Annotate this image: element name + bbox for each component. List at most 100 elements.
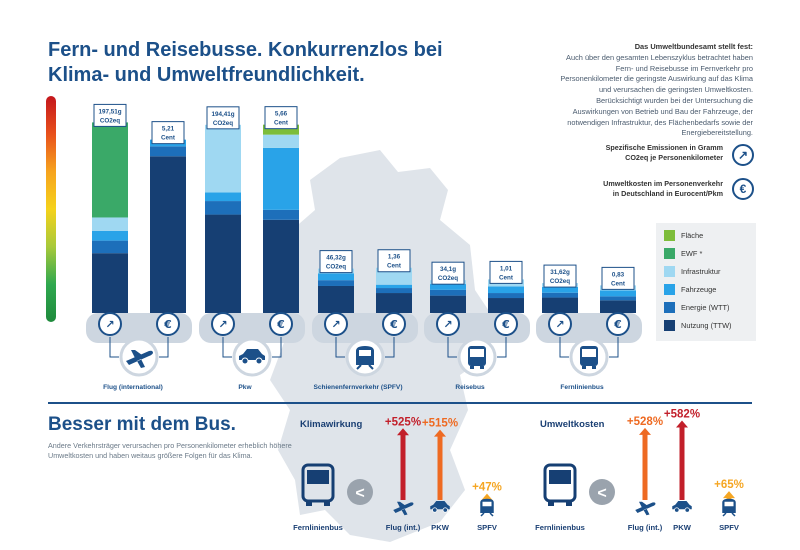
car-wheel <box>684 507 690 513</box>
car-body <box>430 501 450 510</box>
car-wheel <box>674 507 680 513</box>
group-label: Flug (international) <box>103 384 163 391</box>
train-rails <box>480 512 494 517</box>
data-label: 5,21 <box>162 126 175 133</box>
bar-segment <box>205 214 241 313</box>
bar-segment <box>542 292 578 298</box>
euro-icon <box>156 312 180 336</box>
trend-up-glyph: ↗ <box>331 318 340 331</box>
bar <box>437 435 443 500</box>
connector-line <box>335 337 395 358</box>
bar-segment <box>92 253 128 313</box>
connector-line <box>109 337 169 358</box>
train-window <box>359 350 371 356</box>
bar-segment <box>488 298 524 313</box>
category-label: Flug (int.) <box>628 523 663 532</box>
bar-segment <box>205 192 241 202</box>
bar-arrowhead <box>397 428 409 436</box>
data-label: 31,62g <box>550 269 570 276</box>
data-label-unit: Cent <box>161 135 176 142</box>
category-label: SPFV <box>719 523 740 532</box>
plane-shape <box>126 350 153 368</box>
value-label-box <box>264 106 298 130</box>
plane-icon <box>393 501 414 516</box>
train-window <box>482 501 492 507</box>
bus-wheel <box>592 366 596 369</box>
less-than-circle <box>589 479 615 505</box>
group-label: Fernlinienbus <box>560 384 604 391</box>
bus-windshield <box>470 349 484 357</box>
bar-segment <box>92 217 128 231</box>
bar-segment <box>263 134 299 148</box>
legend-item: Energie (WTT) <box>664 302 729 313</box>
section-divider <box>48 402 752 404</box>
euro-glyph: € <box>163 318 172 331</box>
bar-segment <box>205 124 241 193</box>
plane-icon <box>126 350 153 368</box>
data-label: +582% <box>664 408 700 420</box>
bar-segment <box>318 280 354 286</box>
bar-segment <box>150 146 186 157</box>
legend-item: Fläche <box>664 230 703 241</box>
bar-segment <box>376 284 412 289</box>
less-than-symbol: < <box>597 485 606 502</box>
bus-wheel <box>470 366 474 369</box>
euro-icon: € <box>732 178 754 200</box>
bar <box>679 426 685 500</box>
data-label-unit: CO2eq <box>550 278 570 285</box>
trend-up-icon <box>548 312 572 336</box>
car-icon <box>239 349 265 365</box>
bar-segment <box>318 285 354 313</box>
bar-segment <box>263 219 299 313</box>
connector-line <box>222 337 282 358</box>
data-label: +515% <box>422 418 458 430</box>
value-label-box <box>319 250 353 274</box>
bar-segment <box>92 122 128 218</box>
data-label: 0,83 <box>612 271 625 278</box>
data-label-unit: Cent <box>274 120 289 127</box>
bar-segment <box>318 273 354 281</box>
page-title: Fern- und Reisebusse. Konkurrenzlos bei … <box>48 39 443 86</box>
bus-windshield <box>307 470 329 484</box>
less-than-circle <box>347 479 373 505</box>
bus-wheel <box>306 501 312 506</box>
data-label: 197,51g <box>98 108 121 115</box>
bar-segment <box>205 201 241 215</box>
euro-icon <box>269 312 293 336</box>
bar-segment <box>263 147 299 210</box>
bus-icon <box>301 463 335 506</box>
connector-line <box>447 337 507 358</box>
car-icon <box>672 501 692 513</box>
bar-segment <box>600 290 636 297</box>
trend-up-glyph: ↗ <box>218 318 227 331</box>
value-label-box <box>93 103 127 127</box>
euro-icon <box>494 312 518 336</box>
car-wheel <box>442 507 448 513</box>
euro-glyph: € <box>613 318 622 331</box>
key-emissions-text: Spezifische Emissionen in Gramm CO2eq je … <box>605 143 723 162</box>
value-label-box <box>543 264 577 288</box>
data-label-unit: CO2eq <box>326 264 346 271</box>
group-label: Schienenfernverkehr (SPFV) <box>313 384 403 391</box>
category-label: PKW <box>431 523 450 532</box>
data-label: 1,01 <box>500 265 513 272</box>
bar-segment <box>488 293 524 299</box>
car-wheel <box>255 357 263 365</box>
group-label: Reisebus <box>455 384 485 391</box>
stacked-bar-chart: 197,51g CO2eq 5,21 Cent ↗ €194,41g CO2eq 5,66 Ce… <box>86 103 642 377</box>
plane-shape <box>393 501 414 516</box>
group-label: Pkw <box>238 384 252 391</box>
bar-segment <box>600 296 636 301</box>
bar-segment <box>150 156 186 313</box>
bar-segment <box>92 240 128 254</box>
data-label-unit: Cent <box>387 263 402 270</box>
data-label: +47% <box>472 482 502 494</box>
umweltkosten-title: Umweltkosten <box>540 419 605 430</box>
euro-icon <box>606 312 630 336</box>
bar-segment <box>542 297 578 313</box>
bottom-heading: Besser mit dem Bus. <box>48 414 236 435</box>
bus-wheel <box>582 366 586 369</box>
trend-up-icon <box>98 312 122 336</box>
bar-segment <box>600 300 636 313</box>
bar-arrowhead <box>434 429 446 437</box>
